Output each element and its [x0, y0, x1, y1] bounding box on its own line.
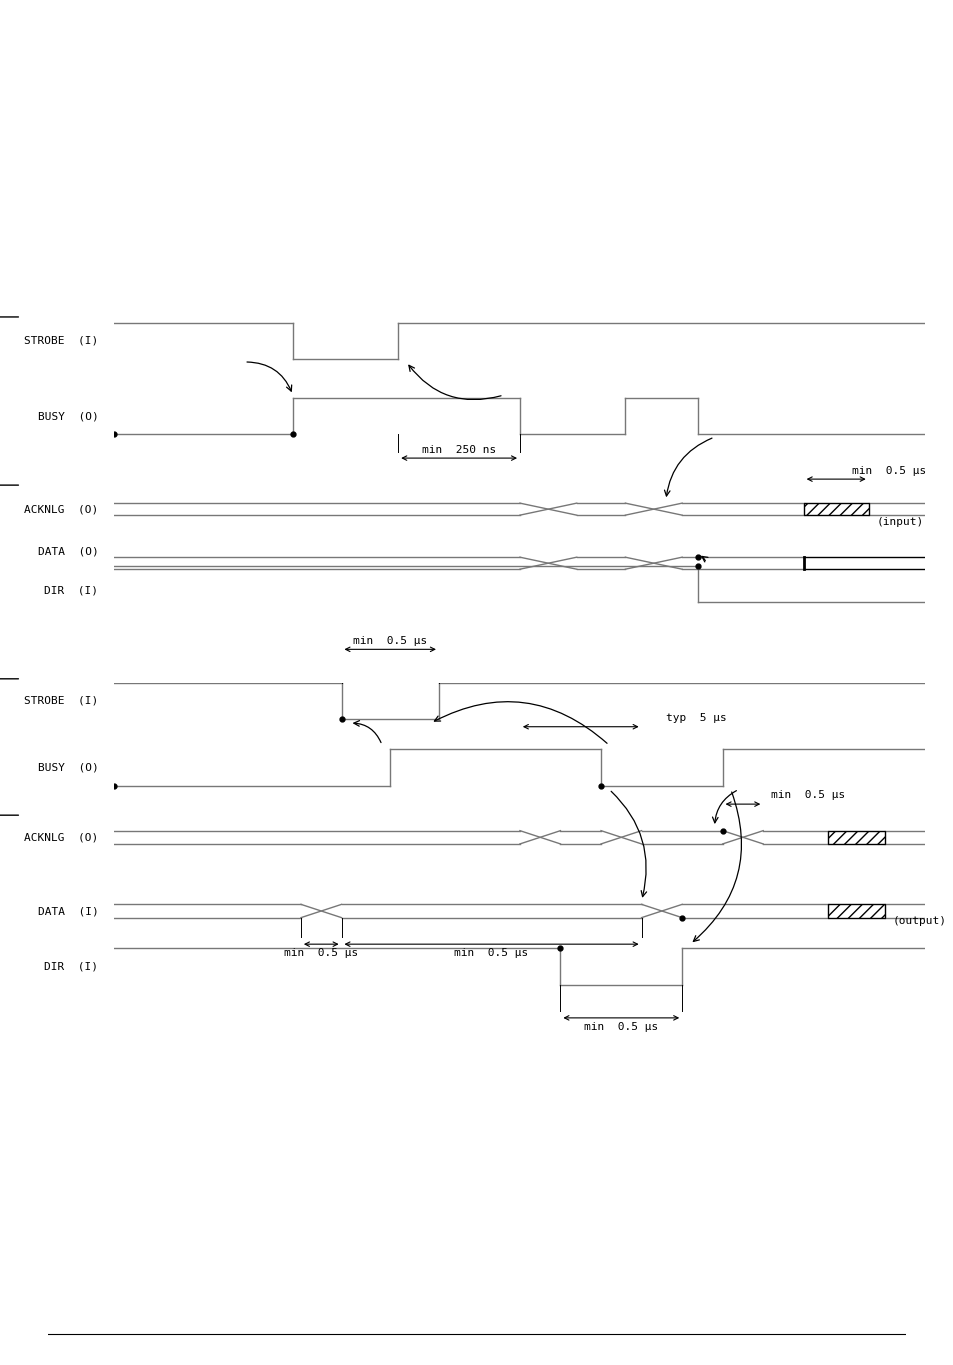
Text: min  0.5 μs: min 0.5 μs: [770, 790, 844, 800]
Text: min  0.5 μs: min 0.5 μs: [284, 947, 358, 958]
Text: STROBE  (I): STROBE (I): [24, 336, 98, 345]
Text: DATA  (I): DATA (I): [37, 906, 98, 916]
Bar: [827, 905, 883, 917]
Text: ACKNLG  (O): ACKNLG (O): [24, 833, 98, 842]
Text: ACKNLG  (O): ACKNLG (O): [24, 504, 98, 515]
Text: BUSY  (O): BUSY (O): [37, 762, 98, 773]
Text: typ  5 μs: typ 5 μs: [665, 713, 726, 723]
Text: DIR  (I): DIR (I): [44, 586, 98, 595]
Bar: [827, 831, 883, 844]
Text: DATA  (O): DATA (O): [37, 546, 98, 556]
Text: min  250 ns: min 250 ns: [421, 445, 496, 455]
Text: (input): (input): [876, 517, 923, 527]
Text: min  0.5 μs: min 0.5 μs: [852, 465, 925, 476]
Text: DIR  (I): DIR (I): [44, 961, 98, 972]
Text: STROBE  (I): STROBE (I): [24, 696, 98, 706]
Text: min  0.5 μs: min 0.5 μs: [353, 636, 427, 646]
Text: min  0.5 μs: min 0.5 μs: [454, 947, 528, 958]
Text: min  0.5 μs: min 0.5 μs: [583, 1021, 658, 1032]
Text: BUSY  (O): BUSY (O): [37, 411, 98, 420]
Bar: [802, 504, 867, 515]
Text: (output): (output): [892, 916, 946, 925]
